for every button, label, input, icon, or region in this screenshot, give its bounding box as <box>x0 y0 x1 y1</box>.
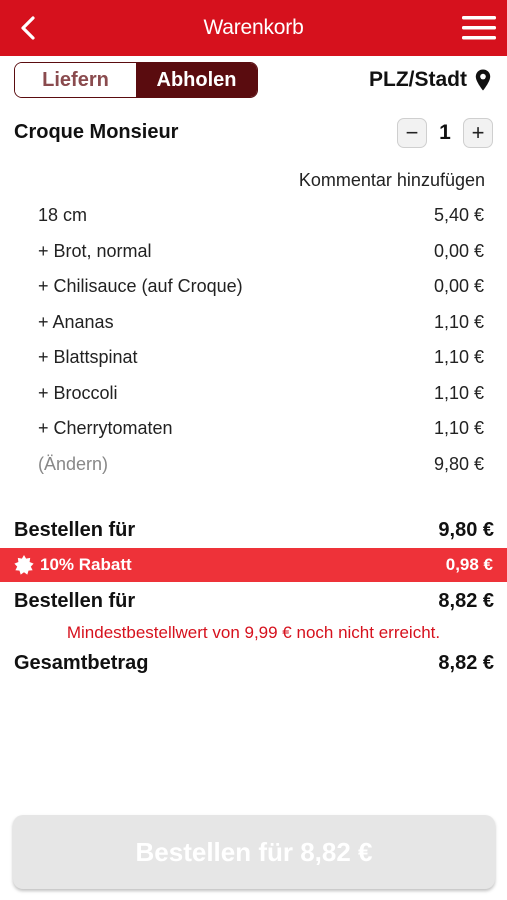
item-label: + Chilisauce (auf Croque) <box>38 276 243 297</box>
page-title: Warenkorb <box>203 16 304 39</box>
subtotal-row: Bestellen für 9,80 € <box>14 519 494 542</box>
product-name: Croque Monsieur <box>14 121 179 143</box>
location-selector[interactable]: PLZ/Stadt <box>369 66 491 94</box>
list-item: + Broccoli 1,10 € <box>38 376 484 412</box>
decrease-quantity-button[interactable]: − <box>397 118 427 148</box>
badge-star-icon <box>14 555 34 575</box>
after-discount-value: 8,82 € <box>438 590 494 612</box>
chevron-left-icon <box>21 16 35 40</box>
place-order-button[interactable]: Bestellen für 8,82 € <box>13 815 495 889</box>
change-item-row: (Ändern) 9,80 € <box>38 447 484 483</box>
after-discount-row: Bestellen für 8,82 € <box>14 590 494 613</box>
back-button[interactable] <box>12 12 44 44</box>
map-pin-icon <box>475 69 491 91</box>
tab-abholen[interactable]: Abholen <box>136 63 257 97</box>
item-label: + Broccoli <box>38 382 118 403</box>
subtotal-value: 9,80 € <box>438 519 494 541</box>
item-label: + Blattspinat <box>38 347 138 368</box>
delivery-mode-toggle: Liefern Abholen <box>14 62 258 98</box>
item-label: + Ananas <box>38 311 114 332</box>
total-value: 8,82 € <box>438 652 494 674</box>
change-item-link[interactable]: (Ändern) <box>38 453 109 474</box>
increase-quantity-button[interactable]: + <box>463 118 493 148</box>
tab-liefern[interactable]: Liefern <box>15 63 136 97</box>
hamburger-menu-icon <box>462 16 496 40</box>
minimum-order-warning: Mindestbestellwert von 9,99 € noch nicht… <box>66 623 441 642</box>
menu-button[interactable] <box>461 12 497 44</box>
app-header: Warenkorb <box>0 0 507 56</box>
item-price: 0,00 € <box>433 276 484 297</box>
discount-banner: 10% Rabatt 0,98 € <box>0 548 507 582</box>
list-item: + Blattspinat 1,10 € <box>38 340 484 376</box>
after-discount-label: Bestellen für <box>14 590 136 612</box>
item-price: 1,10 € <box>433 382 484 403</box>
discount-label: 10% Rabatt <box>40 555 132 574</box>
item-price: 0,00 € <box>433 240 484 261</box>
subtotal-label: Bestellen für <box>14 519 136 541</box>
discount-value: 0,98 € <box>445 555 493 574</box>
item-price: 5,40 € <box>433 205 484 226</box>
item-label: + Brot, normal <box>38 240 152 261</box>
item-price: 1,10 € <box>433 311 484 332</box>
item-label: 18 cm <box>38 205 88 226</box>
add-comment-link[interactable]: Kommentar hinzufügen <box>298 170 485 190</box>
item-label: + Cherrytomaten <box>38 418 173 439</box>
list-item: + Brot, normal 0,00 € <box>38 234 484 270</box>
total-label: Gesamtbetrag <box>14 652 149 674</box>
total-row: Gesamtbetrag 8,82 € <box>14 652 494 675</box>
item-price: 1,10 € <box>433 347 484 368</box>
location-label: PLZ/Stadt <box>369 68 467 91</box>
list-item: + Ananas 1,10 € <box>38 305 484 341</box>
list-item: + Cherrytomaten 1,10 € <box>38 411 484 447</box>
item-total-price: 9,80 € <box>433 453 484 474</box>
item-price: 1,10 € <box>433 418 484 439</box>
quantity-value: 1 <box>439 121 451 144</box>
product-lines: 18 cm 5,40 € + Brot, normal 0,00 € + Chi… <box>38 198 484 482</box>
list-item: 18 cm 5,40 € <box>38 198 484 234</box>
list-item: + Chilisauce (auf Croque) 0,00 € <box>38 269 484 305</box>
quantity-stepper: − 1 + <box>397 118 493 148</box>
